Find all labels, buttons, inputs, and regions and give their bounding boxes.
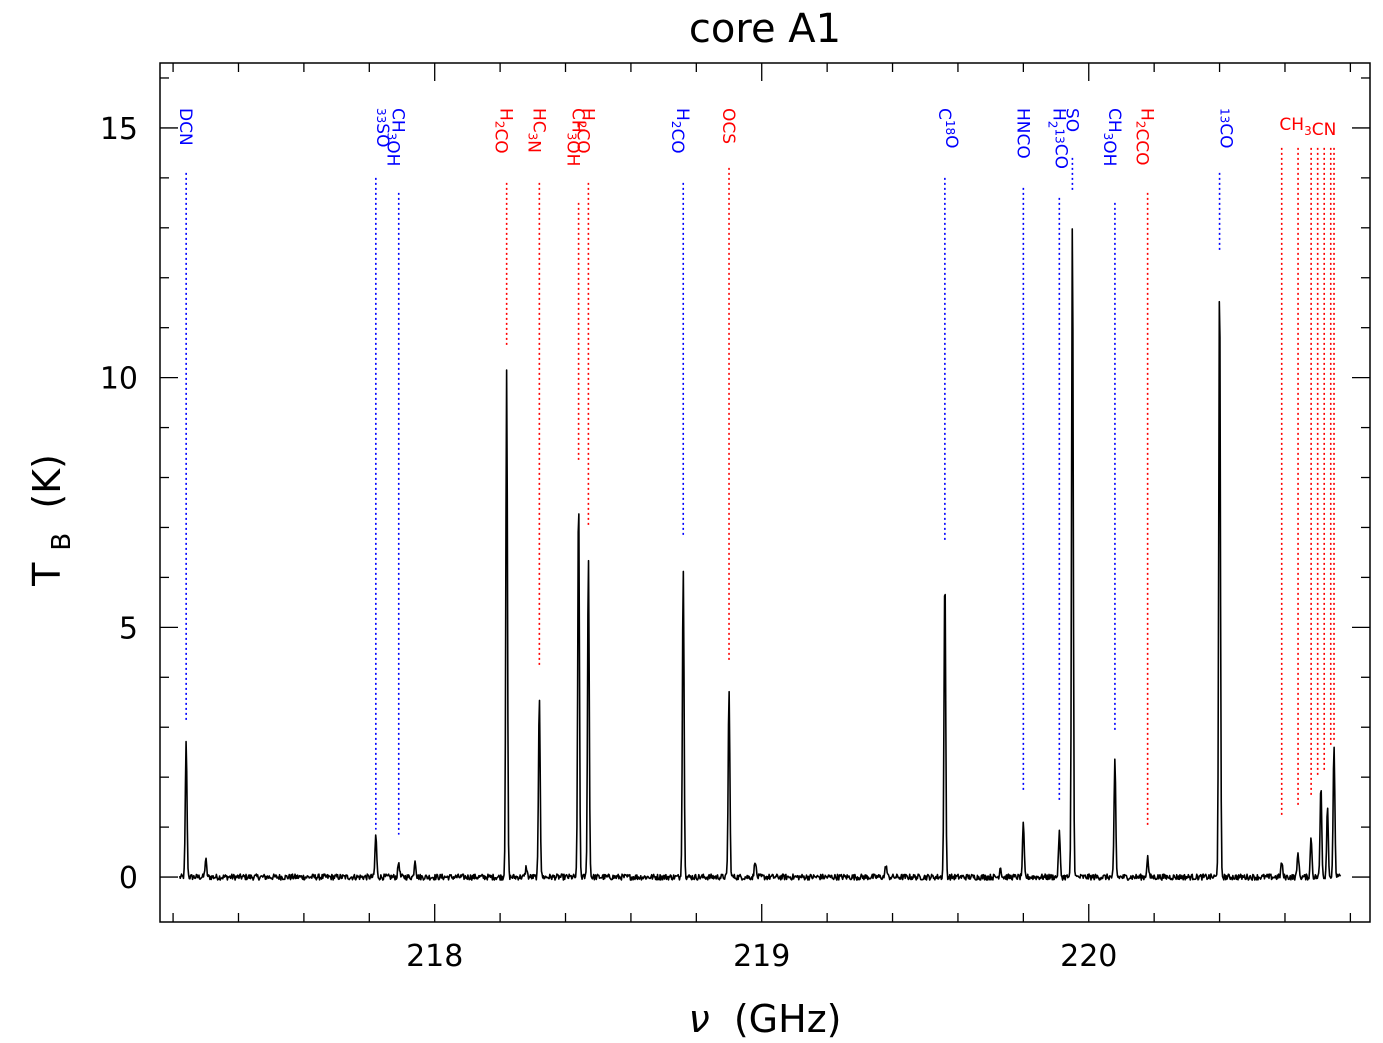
svg-text:CH3OH: CH3OH	[563, 108, 588, 166]
svg-text:SO: SO	[1061, 108, 1081, 132]
label-ch3oh-1: CH3OH	[383, 108, 408, 166]
label-h2co-2: H2CO	[572, 108, 597, 154]
svg-text:H2CO: H2CO	[491, 108, 516, 154]
y-axis-main: T	[25, 562, 69, 587]
label-hnco: HNCO	[1012, 108, 1032, 159]
x-tick-label: 220	[1060, 939, 1117, 974]
spectrum-line-group	[178, 228, 1342, 881]
x-axis-unit: (GHz)	[734, 997, 842, 1041]
svg-text:OCS: OCS	[718, 108, 738, 144]
label-ch3cn: CH3CN	[1279, 115, 1336, 140]
label-dcn: DCN	[175, 108, 195, 146]
svg-text:DCN: DCN	[175, 108, 195, 146]
label-ocs: OCS	[718, 108, 738, 144]
label-13co: 13CO	[1216, 108, 1236, 149]
x-tick-label: 219	[733, 939, 790, 974]
label-h213co: H213CO	[1045, 108, 1070, 169]
label-c18o: C18O	[934, 108, 961, 149]
svg-text:HNCO: HNCO	[1012, 108, 1032, 159]
spectrum-line	[178, 228, 1342, 881]
svg-text:H2CO: H2CO	[572, 108, 597, 154]
label-h2cco: H2CCO	[1132, 108, 1157, 166]
label-ch3oh-2: CH3OH	[563, 108, 588, 166]
label-33so: 33SO	[372, 108, 392, 147]
y-tick-label: 10	[100, 362, 138, 397]
label-ch3oh-3: CH3OH	[1099, 108, 1124, 166]
x-axis-label: ν (GHz)	[689, 997, 842, 1041]
svg-text:H2CCO: H2CCO	[1132, 108, 1157, 166]
svg-text:T B (K): T B (K)	[25, 454, 79, 587]
svg-text:H213CO: H213CO	[1045, 108, 1070, 169]
chart-title: core A1	[689, 6, 841, 52]
y-tick-label: 15	[100, 112, 138, 147]
svg-text:H2CO: H2CO	[667, 108, 692, 154]
axis-ticks	[160, 63, 1370, 922]
svg-text:33SO: 33SO	[372, 108, 392, 147]
y-tick-label: 0	[119, 861, 138, 896]
y-axis-sub: B	[47, 533, 77, 551]
x-axis-symbol: ν	[689, 997, 710, 1041]
label-so: SO	[1061, 108, 1081, 132]
svg-text:13CO: 13CO	[1216, 108, 1236, 149]
svg-text:HC3N: HC3N	[523, 108, 548, 153]
y-tick-label: 5	[119, 611, 138, 646]
plot-frame	[159, 62, 1371, 923]
y-axis-label: T B (K)	[25, 454, 79, 587]
svg-text:C18O: C18O	[934, 108, 961, 149]
tick-labels: 218 219 220 0 5 10 15	[100, 112, 1118, 974]
label-h2co-1: H2CO	[491, 108, 516, 154]
y-axis-unit: (K)	[25, 454, 69, 509]
plot-border	[159, 62, 1371, 923]
line-markers	[185, 147, 1335, 835]
svg-text:CH3OH: CH3OH	[1099, 108, 1124, 166]
x-tick-label: 218	[406, 939, 463, 974]
svg-text:CH3CN: CH3CN	[1279, 115, 1336, 140]
svg-text:CH3OH: CH3OH	[383, 108, 408, 166]
label-hc3n: HC3N	[523, 108, 548, 153]
label-h2co-3: H2CO	[667, 108, 692, 154]
